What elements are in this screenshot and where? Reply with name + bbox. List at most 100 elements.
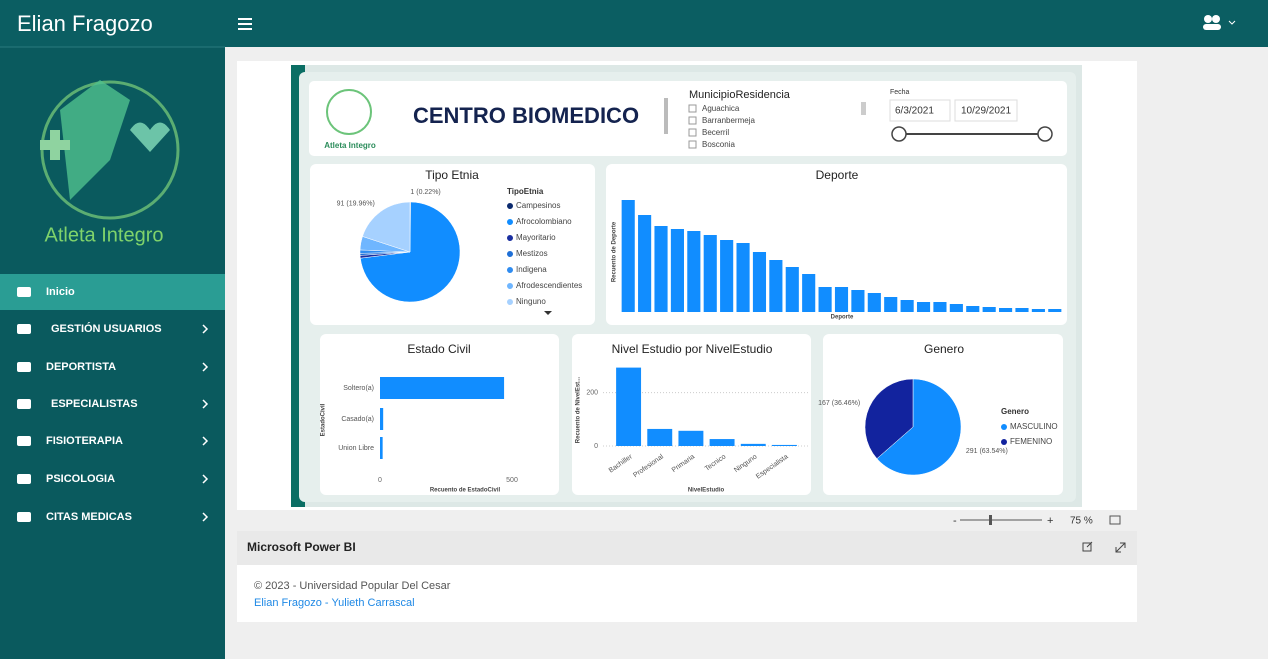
y-tick-label: Union Libre xyxy=(338,445,374,452)
x-axis-label: Recuento de EstadoCivil xyxy=(430,488,501,494)
bar xyxy=(380,437,383,459)
menu-item[interactable]: DEPORTISTA xyxy=(46,361,116,373)
date-end-box[interactable] xyxy=(954,99,1018,122)
date-start-box[interactable] xyxy=(889,99,951,122)
bar xyxy=(982,307,996,312)
bar xyxy=(1015,308,1029,312)
bar xyxy=(1031,309,1045,312)
bar xyxy=(966,306,980,312)
x-axis-label: NivelEstudio xyxy=(688,488,725,494)
menu-item[interactable]: CITAS MEDICAS xyxy=(46,511,132,523)
y-axis-label: Recuento de Deporte xyxy=(612,221,618,282)
menu-icon xyxy=(17,287,31,297)
date-start: 6/3/2021 xyxy=(895,106,934,117)
y-tick-label: 0 xyxy=(594,443,598,450)
slicer-item: Bosconia xyxy=(702,140,735,149)
bar xyxy=(949,304,963,312)
legend-more[interactable] xyxy=(544,311,552,315)
legend-swatch xyxy=(507,267,513,273)
chart-title: Estado Civil xyxy=(407,342,470,356)
powerbi-bar xyxy=(237,531,1137,565)
slider-handle[interactable] xyxy=(891,126,907,142)
slicer-item: Becerril xyxy=(702,128,729,137)
data-label: 167 (36.46%) xyxy=(818,400,860,407)
report-title: CENTRO BIOMEDICO xyxy=(413,103,639,128)
panel xyxy=(320,334,559,495)
legend-label[interactable]: Indigena xyxy=(516,265,547,274)
bar xyxy=(900,300,914,312)
x-tick-label: 0 xyxy=(378,477,382,484)
y-axis-label: EstadoCivil xyxy=(321,403,327,436)
bar xyxy=(736,243,750,312)
legend-label[interactable]: Afrodescendientes xyxy=(516,281,582,290)
legend-swatch xyxy=(507,251,513,257)
slicer-item: Barranbermeja xyxy=(702,116,755,125)
user-menu[interactable] xyxy=(1203,15,1236,30)
legend-label[interactable]: FEMENINO xyxy=(1010,437,1052,446)
zoom-minus[interactable]: - xyxy=(953,515,957,527)
checkbox[interactable] xyxy=(688,116,697,125)
zoom-thumb[interactable] xyxy=(989,515,992,525)
bar xyxy=(1048,309,1062,312)
bar xyxy=(720,240,734,312)
menu-icon xyxy=(17,362,31,372)
slider-handle[interactable] xyxy=(1037,126,1053,142)
panel xyxy=(572,334,811,495)
checkbox[interactable] xyxy=(688,128,697,137)
legend-label[interactable]: Ninguno xyxy=(516,297,546,306)
bar xyxy=(916,302,931,312)
checkbox[interactable] xyxy=(688,104,697,113)
legend-swatch xyxy=(507,219,513,225)
chart-title: Deporte xyxy=(816,168,859,182)
chevron xyxy=(202,436,209,446)
bar xyxy=(647,428,673,446)
legend-swatch xyxy=(507,283,513,289)
y-tick-label: 200 xyxy=(586,390,598,397)
bar xyxy=(769,260,783,312)
bar xyxy=(834,287,849,312)
report-logo-text: Atleta Integro xyxy=(324,141,376,150)
copyright: © 2023 - Universidad Popular Del Cesar xyxy=(254,580,451,592)
menu-item[interactable]: FISIOTERAPIA xyxy=(46,435,123,447)
chart-title: Tipo Etnia xyxy=(425,168,479,182)
legend-label[interactable]: Mestizos xyxy=(516,249,548,258)
authors[interactable]: Elian Fragozo - Yulieth Carrascal xyxy=(254,597,415,609)
expand-icon[interactable] xyxy=(1115,542,1126,553)
legend-title: TipoEtnia xyxy=(507,187,544,196)
chevron xyxy=(202,362,209,372)
chevron xyxy=(202,324,209,334)
fit-icon[interactable] xyxy=(1109,515,1121,525)
bar xyxy=(638,215,652,312)
topbar xyxy=(0,0,1268,47)
menu-toggle[interactable] xyxy=(238,18,252,30)
checkbox[interactable] xyxy=(688,140,697,149)
data-label: 1 (0.22%) xyxy=(410,189,440,196)
legend-label[interactable]: MASCULINO xyxy=(1010,422,1058,431)
share-icon[interactable] xyxy=(1082,541,1093,552)
menu-item[interactable]: PSICOLOGIA xyxy=(46,473,115,485)
date-label: Fecha xyxy=(890,89,910,96)
brand: Elian Fragozo xyxy=(17,11,153,36)
legend-label[interactable]: Afrocolombiano xyxy=(516,217,572,226)
bar xyxy=(616,367,642,446)
bar xyxy=(867,293,881,312)
logo-text: Atleta Integro xyxy=(45,224,164,246)
zoom-plus[interactable]: + xyxy=(1047,515,1053,527)
bar xyxy=(999,308,1013,312)
legend-swatch xyxy=(1001,439,1007,445)
powerbi-name: Microsoft Power BI xyxy=(247,540,356,554)
bar xyxy=(621,200,635,312)
legend-label[interactable]: Campesinos xyxy=(516,201,560,210)
bar xyxy=(851,290,865,312)
zoom-level: 75 % xyxy=(1070,516,1093,527)
menu-item[interactable]: Inicio xyxy=(46,286,75,298)
chevron xyxy=(202,474,209,484)
data-label: 91 (19.96%) xyxy=(337,200,375,207)
legend-label[interactable]: Mayoritario xyxy=(516,233,556,242)
pie-slice xyxy=(864,378,914,460)
menu-item[interactable]: GESTIÓN USUARIOS xyxy=(51,322,162,335)
pie-slice xyxy=(362,201,411,253)
menu-item[interactable]: ESPECIALISTAS xyxy=(51,398,138,410)
y-tick-label: Casado(a) xyxy=(341,416,374,423)
legend-title: Genero xyxy=(1001,407,1029,416)
